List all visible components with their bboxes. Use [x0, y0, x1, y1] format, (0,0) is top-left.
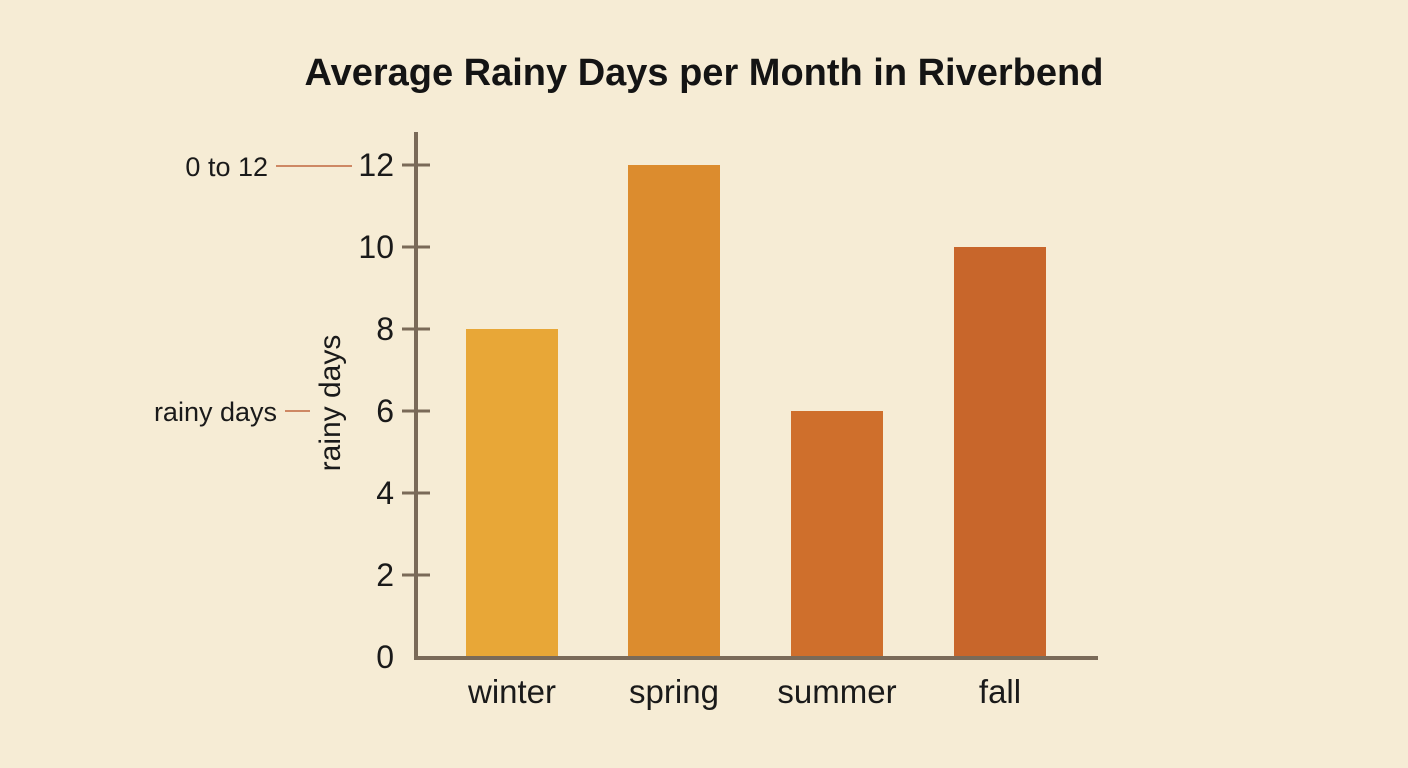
callout-label: rainy days [154, 397, 277, 427]
x-category-label: winter [467, 673, 556, 710]
x-category-label: spring [629, 673, 719, 710]
bars-layer [466, 165, 1046, 657]
y-tick-label: 6 [376, 393, 394, 429]
y-axis-label: rainy days [314, 335, 347, 472]
x-categories: winter spring summer fall [467, 673, 1021, 710]
callouts: 0 to 12 rainy days [154, 152, 352, 427]
callout-label: 0 to 12 [185, 152, 268, 182]
chart-title: Average Rainy Days per Month in Riverben… [305, 52, 1104, 94]
y-tick-label: 8 [376, 311, 394, 347]
y-tick-label: 10 [358, 229, 394, 265]
bar-spring [628, 165, 720, 657]
y-ticks: 0 2 4 6 8 10 12 [358, 147, 430, 675]
y-tick-label: 4 [376, 475, 394, 511]
bar-winter [466, 329, 558, 657]
y-tick-label: 12 [358, 147, 394, 183]
x-category-label: fall [979, 673, 1021, 710]
bar-summer [791, 411, 883, 657]
axes-layer [414, 132, 1098, 660]
y-tick-label: 0 [376, 639, 394, 675]
x-category-label: summer [777, 673, 896, 710]
y-tick-label: 2 [376, 557, 394, 593]
bar-fall [954, 247, 1046, 657]
